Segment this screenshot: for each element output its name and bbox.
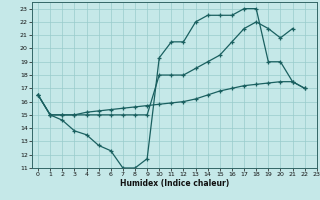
- X-axis label: Humidex (Indice chaleur): Humidex (Indice chaleur): [120, 179, 229, 188]
